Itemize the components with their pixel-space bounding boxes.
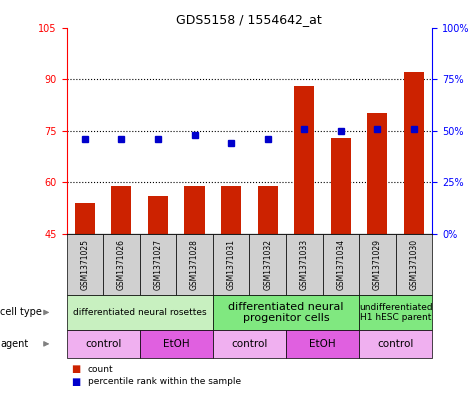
Bar xyxy=(111,185,132,234)
Text: GSM1371033: GSM1371033 xyxy=(300,239,309,290)
Bar xyxy=(221,185,241,234)
Bar xyxy=(148,196,168,234)
Bar xyxy=(367,114,388,234)
Text: GSM1371027: GSM1371027 xyxy=(153,239,162,290)
Text: EtOH: EtOH xyxy=(163,339,190,349)
Bar xyxy=(184,185,205,234)
Text: agent: agent xyxy=(0,339,28,349)
Text: differentiated neural
progenitor cells: differentiated neural progenitor cells xyxy=(228,302,344,323)
Bar xyxy=(257,185,278,234)
Bar xyxy=(404,72,424,234)
Text: control: control xyxy=(378,339,414,349)
Text: GSM1371029: GSM1371029 xyxy=(373,239,382,290)
Title: GDS5158 / 1554642_at: GDS5158 / 1554642_at xyxy=(177,13,322,26)
Text: differentiated neural rosettes: differentiated neural rosettes xyxy=(73,308,207,317)
Text: count: count xyxy=(88,365,114,373)
Text: percentile rank within the sample: percentile rank within the sample xyxy=(88,377,241,386)
Text: GSM1371026: GSM1371026 xyxy=(117,239,126,290)
Bar xyxy=(75,203,95,234)
Text: GSM1371032: GSM1371032 xyxy=(263,239,272,290)
Bar xyxy=(331,138,351,234)
Text: GSM1371034: GSM1371034 xyxy=(336,239,345,290)
Text: EtOH: EtOH xyxy=(309,339,336,349)
Text: undifferentiated
H1 hESC parent: undifferentiated H1 hESC parent xyxy=(359,303,432,322)
Text: ■: ■ xyxy=(71,377,80,387)
Text: control: control xyxy=(85,339,121,349)
Bar xyxy=(294,86,314,234)
Text: GSM1371031: GSM1371031 xyxy=(227,239,236,290)
Text: control: control xyxy=(231,339,267,349)
Text: cell type: cell type xyxy=(0,307,42,318)
Text: GSM1371028: GSM1371028 xyxy=(190,239,199,290)
Text: GSM1371030: GSM1371030 xyxy=(409,239,418,290)
Text: GSM1371025: GSM1371025 xyxy=(80,239,89,290)
Text: ■: ■ xyxy=(71,364,80,374)
